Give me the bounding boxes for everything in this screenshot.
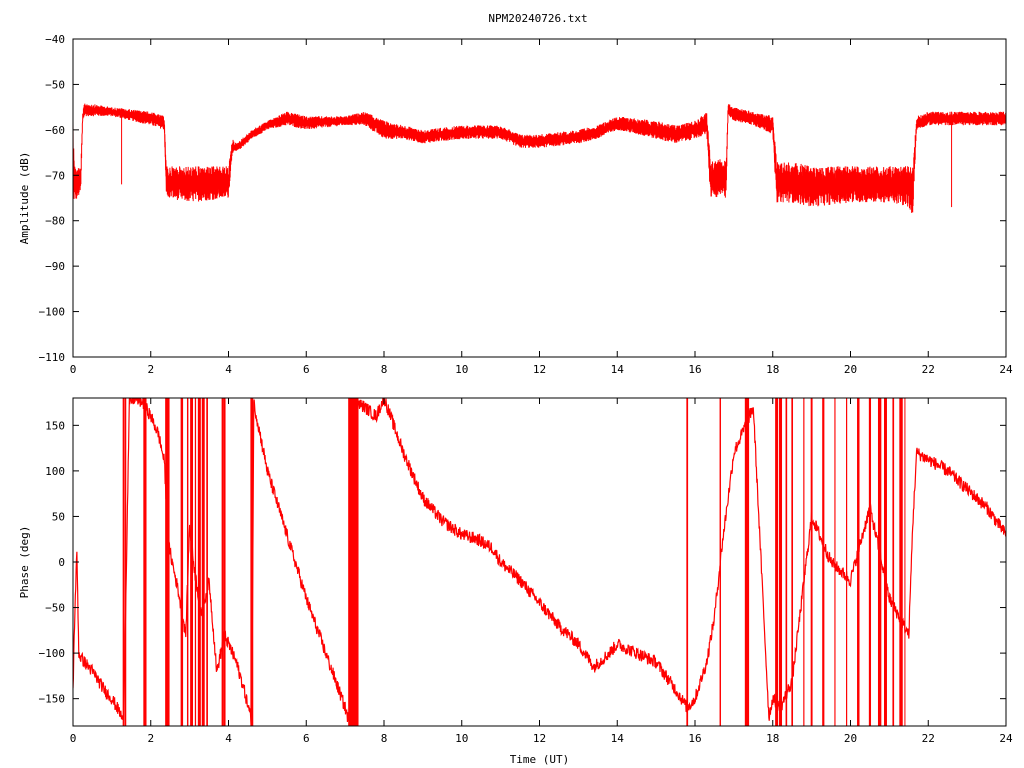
phase-wrap-burst <box>143 398 147 726</box>
x-tick-label: 4 <box>225 732 232 745</box>
phase-wrap-burst <box>719 398 721 726</box>
phase-series <box>73 398 1006 725</box>
phase-wrap-burst <box>197 398 201 726</box>
x-tick-label: 0 <box>70 363 77 376</box>
phase-wrap-burst <box>165 398 168 726</box>
x-tick-label: 20 <box>844 732 857 745</box>
phase-wrap-burst <box>857 398 860 726</box>
phase-panel: 0 2 4 6 8 10 12 14 16 18 20 22 24−150−100−5005010015… <box>18 397 1013 766</box>
phase-wrap-burst <box>124 398 127 726</box>
x-tick-label: 8 <box>381 732 388 745</box>
phase-wrap-burst <box>186 398 189 726</box>
phase-wrap-burst <box>352 398 354 726</box>
y-tick-label: −40 <box>45 33 65 46</box>
phase-wrap-burst <box>892 398 895 726</box>
x-tick-label: 18 <box>766 732 779 745</box>
phase-wrap-burst <box>904 398 906 726</box>
phase-wrap-burst <box>353 398 357 726</box>
plot-frame <box>72 397 1007 727</box>
phase-wrap-burst <box>221 398 224 726</box>
phase-wrap-burst <box>348 398 350 726</box>
x-tick-label: 18 <box>766 363 779 376</box>
y-tick-label: −50 <box>45 78 65 91</box>
y-tick-label: −100 <box>39 306 66 319</box>
phase-wrap-burst <box>846 398 848 726</box>
y-tick-label: −90 <box>45 260 65 273</box>
chart-title: NPM20240726.txt <box>488 12 587 25</box>
phase-wrap-burst <box>250 398 254 726</box>
y-tick-label: −150 <box>39 693 66 706</box>
amplitude-series <box>73 103 1006 213</box>
x-tick-label: 8 <box>381 363 388 376</box>
x-tick-label: 22 <box>922 363 935 376</box>
x-tick-label: 14 <box>611 732 625 745</box>
phase-wrap-burst <box>775 398 779 726</box>
phase-wrap-burst <box>201 398 205 726</box>
phase-wrap-burst <box>206 398 208 726</box>
x-tick-label: 10 <box>455 732 468 745</box>
y-tick-label: 50 <box>52 510 65 523</box>
x-tick-label: 6 <box>303 363 310 376</box>
phase-wrap-burst <box>190 398 194 726</box>
x-tick-label: 12 <box>533 732 546 745</box>
phase-wrap-burst <box>810 398 813 726</box>
phase-wrap-burst <box>884 398 887 726</box>
y-tick-label: −110 <box>39 351 66 364</box>
y-tick-label: 150 <box>45 419 65 432</box>
y-tick-label: −80 <box>45 215 65 228</box>
y-axis-label: Phase (deg) <box>18 526 31 599</box>
x-tick-label: 6 <box>303 732 310 745</box>
phase-wrap-burst <box>899 398 903 726</box>
phase-wrap-burst <box>745 398 750 726</box>
x-tick-label: 10 <box>455 363 468 376</box>
phase-wrap-burst <box>868 398 872 726</box>
phase-wrap-burst <box>785 398 788 726</box>
phase-wrap-burst <box>803 398 805 726</box>
phase-wrap-burst <box>355 398 359 726</box>
x-tick-label: 2 <box>147 363 154 376</box>
phase-wrap-burst <box>686 398 689 726</box>
y-tick-label: 0 <box>58 556 65 569</box>
x-tick-label: 20 <box>844 363 857 376</box>
amplitude-panel: 0 2 4 6 8 10 12 14 16 18 20 22 24−110−100−90−80−70−6… <box>18 33 1013 376</box>
phase-wrap-burst <box>349 398 353 726</box>
x-tick-label: 24 <box>999 732 1013 745</box>
plot-area <box>73 103 1006 213</box>
y-axis-label: Amplitude (dB) <box>18 152 31 245</box>
x-tick-label: 22 <box>922 732 935 745</box>
x-tick-label: 4 <box>225 363 232 376</box>
y-tick-label: −50 <box>45 602 65 615</box>
x-tick-label: 2 <box>147 732 154 745</box>
plot-area <box>73 398 1006 726</box>
x-tick-label: 16 <box>688 363 701 376</box>
x-tick-label: 24 <box>999 363 1013 376</box>
phase-wrap-burst <box>877 398 882 726</box>
y-tick-label: −70 <box>45 169 65 182</box>
x-tick-label: 12 <box>533 363 546 376</box>
phase-wrap-burst <box>791 398 794 726</box>
phase-wrap-burst <box>834 398 836 726</box>
x-tick-label: 0 <box>70 732 77 745</box>
phase-wrap-burst <box>180 398 184 726</box>
x-axis-label: Time (UT) <box>510 753 570 766</box>
phase-wrap-burst <box>779 398 783 726</box>
phase-wrap-burst <box>744 398 747 726</box>
y-tick-label: −60 <box>45 124 65 137</box>
phase-wrap-burst <box>223 398 226 726</box>
y-tick-label: −100 <box>39 647 66 660</box>
y-tick-label: 100 <box>45 465 65 478</box>
phase-wrap-burst <box>122 398 125 726</box>
x-tick-label: 16 <box>688 732 701 745</box>
phase-wrap-burst <box>194 398 197 726</box>
x-tick-label: 14 <box>611 363 625 376</box>
phase-wrap-burst <box>822 398 825 726</box>
phase-wrap-burst <box>166 398 170 726</box>
